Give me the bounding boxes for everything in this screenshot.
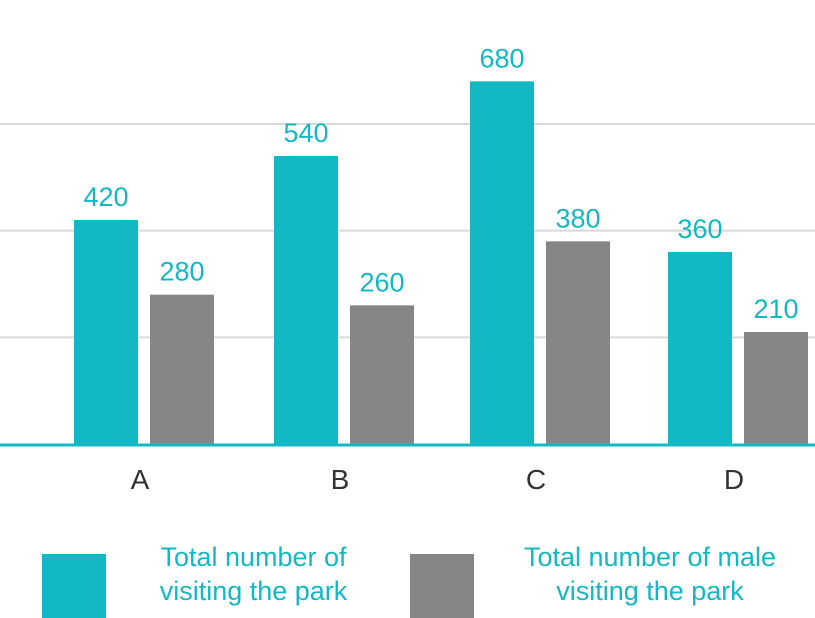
legend-label-male: Total number of male visiting the park [523,542,777,606]
data-label: 680 [479,43,524,73]
x-tick-label: C [526,464,546,495]
data-labels: 420 540 680 360 280 260 380 210 [83,43,798,324]
bar-total-B [274,156,338,444]
x-axis: A B C D [0,443,815,495]
data-label: 420 [83,182,128,212]
data-label: 380 [555,203,600,233]
legend-swatch-male [410,554,474,618]
bar-male-A [150,294,214,444]
bar-male-D [744,332,808,444]
bars [74,81,808,444]
bar-total-C [470,81,534,444]
data-label: 280 [159,257,204,287]
data-label: 360 [677,214,722,244]
bar-chart: 420 540 680 360 280 260 380 210 A B C D [0,43,815,495]
x-tick-label: D [724,464,744,495]
x-tick-label: A [131,464,150,495]
bar-total-A [74,220,138,444]
bar-male-C [546,241,610,444]
data-label: 260 [359,267,404,297]
bar-total-D [668,252,732,444]
legend-swatch-total [42,554,106,618]
legend-label-total: Total number of visiting the park [159,542,348,606]
data-label: 540 [283,118,328,148]
data-label: 210 [753,294,798,324]
bar-male-B [350,305,414,444]
x-tick-label: B [331,464,350,495]
